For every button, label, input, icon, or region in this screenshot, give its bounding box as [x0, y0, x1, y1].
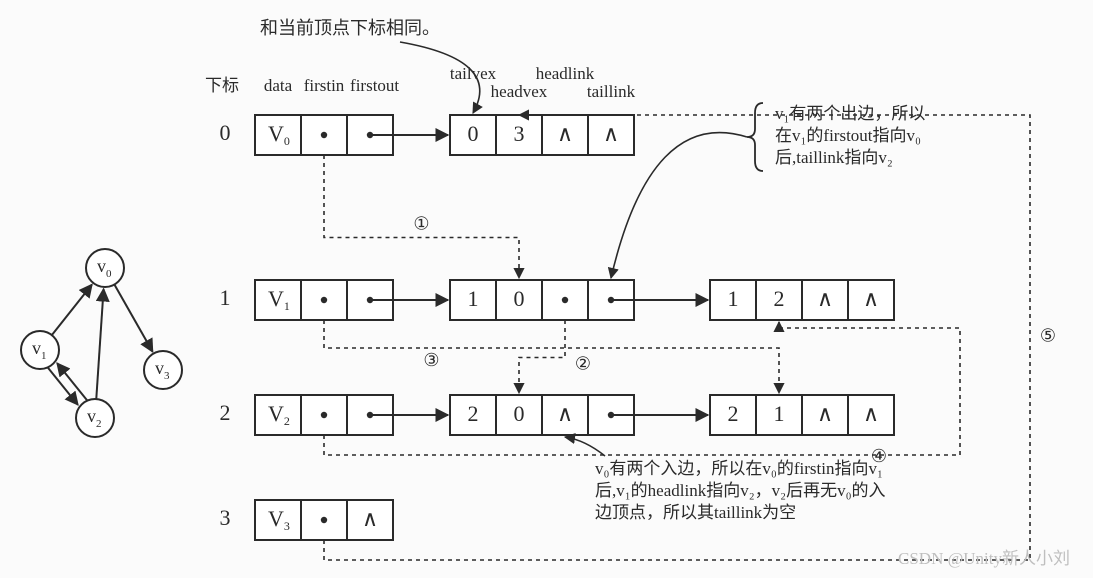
cell-value: ∧	[557, 121, 573, 146]
row-index: 3	[220, 505, 231, 530]
cell-value: 0	[514, 401, 525, 426]
note-right-1: 在v₁的firstout指向v₀	[775, 126, 921, 145]
vertex-header: firstout	[350, 76, 399, 95]
circled-label: ①	[413, 214, 429, 234]
graph-edge	[96, 289, 103, 399]
cell-value: ∧	[863, 401, 879, 426]
circled-label: ③	[423, 350, 439, 370]
row-index: 1	[220, 285, 231, 310]
graph-edge	[114, 285, 152, 352]
dashed-pointer	[519, 320, 565, 393]
note-right-1: 后,taillink指向v₂	[775, 148, 893, 167]
edge-header: headvex	[491, 82, 548, 101]
circled-label: ⑤	[1040, 326, 1056, 346]
graph-edge	[52, 284, 92, 335]
row-index: 2	[220, 400, 231, 425]
note-leader	[565, 437, 605, 456]
graph-edge	[48, 368, 78, 405]
circled-label: ②	[575, 354, 591, 374]
watermark: CSDN @Unity新人小刘	[898, 549, 1070, 568]
cell-value: ∧	[603, 121, 619, 146]
edge-header: taillink	[587, 82, 636, 101]
cell-value: 1	[728, 286, 739, 311]
cell-value: ∧	[863, 286, 879, 311]
cell-value: 1	[774, 401, 785, 426]
cell-value: 3	[514, 121, 525, 146]
cell-value: 1	[468, 286, 479, 311]
dashed-pointer	[324, 320, 779, 393]
note-right-2: 后,v₁的headlink指向v₂，v₂后再无v₀的入	[595, 481, 886, 500]
cell-value: 0	[514, 286, 525, 311]
cell-value: 0	[468, 121, 479, 146]
edge-header: headlink	[536, 64, 595, 83]
brace	[747, 103, 763, 171]
vertex-header: firstin	[304, 76, 345, 95]
cell-value: ∧	[817, 286, 833, 311]
cell-value: ∧	[362, 506, 378, 531]
graph-edge	[57, 363, 87, 400]
note-right-1: v₁有两个出边，所以	[775, 104, 925, 123]
row-index: 0	[220, 120, 231, 145]
note-top: 和当前顶点下标相同。	[260, 18, 440, 38]
cell-value: ∧	[817, 401, 833, 426]
cell-value: 2	[728, 401, 739, 426]
diagram-canvas: 下标datafirstinfirstouttailvexheadlinkhead…	[0, 0, 1093, 578]
note-right-2: 边顶点，所以其taillink为空	[595, 503, 796, 522]
cell-value: 2	[774, 286, 785, 311]
note-right-2: v₀有两个入边，所以在v₀的firstin指向v₁	[595, 459, 883, 478]
cell-value: 2	[468, 401, 479, 426]
cell-value: ∧	[557, 401, 573, 426]
vertex-header: data	[264, 76, 293, 95]
vertex-header: 下标	[205, 76, 239, 95]
